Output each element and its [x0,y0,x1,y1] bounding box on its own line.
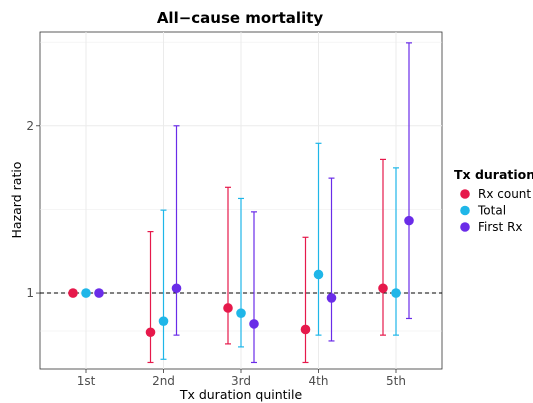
data-point [404,215,414,226]
x-axis-title: Tx duration quintile [179,387,303,402]
data-point [171,283,182,294]
y-axis-title: Hazard ratio [9,162,24,239]
x-tick-label: 3rd [231,374,251,388]
x-tick-label: 1st [77,374,96,388]
legend: Tx duration Rx count Total First Rx [454,167,533,234]
y-axis-ticks: 12 [26,119,40,300]
y-tick-label: 2 [26,119,34,133]
data-marks [68,42,414,364]
chart-title: All−cause mortality [157,9,324,27]
legend-swatch [460,205,470,216]
data-point [68,288,78,298]
data-point [158,316,169,326]
x-tick-label: 2nd [152,374,175,388]
y-tick-label: 1 [26,286,34,300]
x-axis-ticks: 1st 2nd 3rd 4th 5th [77,369,406,388]
data-point [300,324,311,335]
legend-label: First Rx [478,220,523,234]
x-tick-label: 4th [309,374,329,388]
data-point [81,288,91,298]
data-point [94,288,104,298]
legend-label: Rx count [478,187,531,201]
data-point [326,293,337,303]
legend-label: Total [477,204,506,218]
legend-swatch [460,222,470,232]
legend-title: Tx duration [454,167,533,182]
data-point [223,303,233,313]
x-tick-label: 5th [386,374,406,388]
data-point [378,283,388,294]
data-point [145,327,156,338]
data-point [391,288,401,298]
data-point [236,308,246,318]
legend-items: Rx count Total First Rx [460,187,531,234]
data-point [249,319,259,329]
legend-swatch [460,189,470,199]
data-point [313,269,324,280]
